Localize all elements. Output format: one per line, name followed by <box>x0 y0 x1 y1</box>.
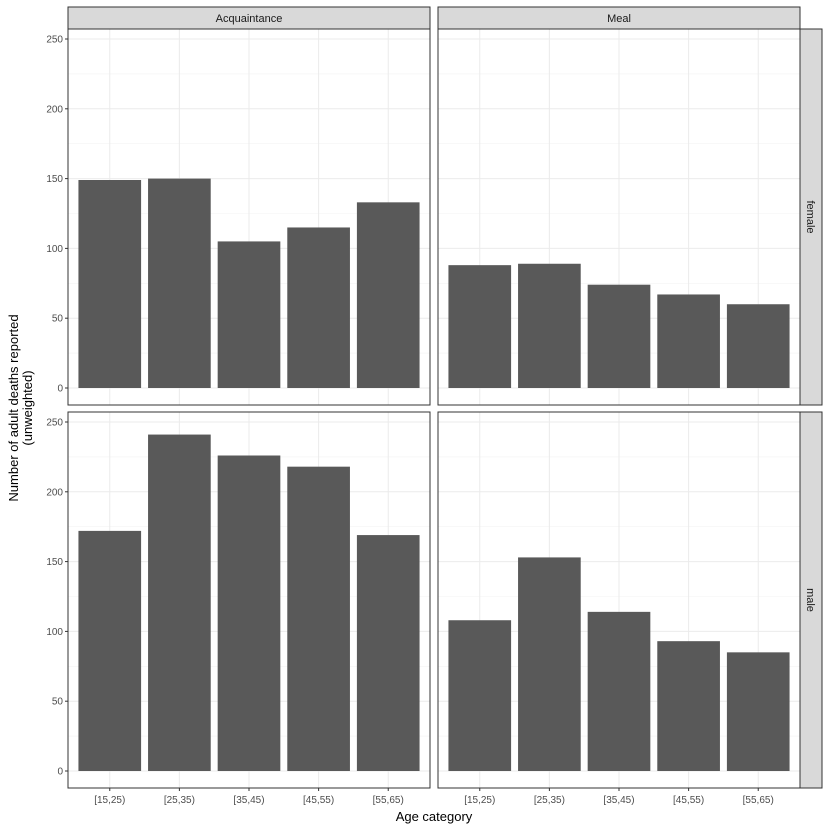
bar-acquaintance-female-15-25 <box>78 179 142 388</box>
y-tick-label: 50 <box>52 314 64 325</box>
y-tick-label: 0 <box>57 384 63 395</box>
x-tick-label: [55,65) <box>743 795 774 806</box>
panels-layer <box>67 28 801 789</box>
x-tick-label: [45,55) <box>673 795 704 806</box>
row-strip-female: female <box>799 28 823 406</box>
x-tick-label: [25,35) <box>164 795 195 806</box>
bar-meal-female-45-55 <box>657 294 720 388</box>
row-strip-male: male <box>799 411 823 789</box>
x-axis-title: Age category <box>396 809 473 824</box>
axes-layer: 0 50 100 150 200 250 0 50 100 150 200 250 [15,25) [25… <box>46 35 773 807</box>
bar-meal-female-35-45 <box>587 284 651 388</box>
strip-background <box>67 6 431 30</box>
x-tick-label: [25,35) <box>534 795 565 806</box>
bar-acquaintance-male-55-65 <box>356 535 420 771</box>
x-tick-label: [15,25) <box>94 795 125 806</box>
y-axis-title: Number of adult deaths reported (unweigh… <box>6 314 35 501</box>
strip-label: Meal <box>607 13 631 25</box>
bar-acquaintance-male-25-35 <box>148 434 211 771</box>
bar-meal-female-15-25 <box>448 265 512 388</box>
y-axis-female: 0 50 100 150 200 250 <box>46 35 68 395</box>
y-tick-label: 200 <box>46 104 63 115</box>
y-axis-title-line-2: (unweighted) <box>20 370 35 445</box>
column-strip-acquaintance: Acquaintance <box>67 6 431 30</box>
bar-meal-female-25-35 <box>518 263 581 388</box>
y-tick-label: 100 <box>46 244 63 255</box>
panel-meal-female <box>437 28 801 406</box>
y-tick-label: 150 <box>46 557 63 568</box>
panel-meal-male <box>437 411 801 789</box>
column-strip-meal: Meal <box>437 6 801 30</box>
bar-acquaintance-male-35-45 <box>217 455 281 771</box>
y-tick-label: 0 <box>57 767 63 778</box>
bar-meal-male-25-35 <box>518 557 581 771</box>
strip-background <box>799 411 823 789</box>
strip-background <box>799 28 823 406</box>
x-tick-label: [55,65) <box>373 795 404 806</box>
y-tick-label: 50 <box>52 697 64 708</box>
bar-meal-male-15-25 <box>448 620 512 771</box>
panel-acquaintance-male <box>67 411 431 789</box>
y-axis-title-line-1: Number of adult deaths reported <box>6 314 21 501</box>
bar-acquaintance-female-25-35 <box>148 178 211 388</box>
bar-meal-male-35-45 <box>587 611 651 771</box>
x-tick-label: [35,45) <box>233 795 264 806</box>
x-tick-label: [35,45) <box>603 795 634 806</box>
x-axis-acquaintance: [15,25) [25,35) [35,45) [45,55) [55,65) <box>94 788 404 806</box>
y-tick-label: 150 <box>46 174 63 185</box>
bar-acquaintance-female-35-45 <box>217 241 281 388</box>
y-tick-label: 250 <box>46 35 63 46</box>
bar-acquaintance-male-15-25 <box>78 530 142 771</box>
bar-acquaintance-female-45-55 <box>287 227 350 388</box>
y-axis-male: 0 50 100 150 200 250 <box>46 418 68 778</box>
strip-label: female <box>804 200 816 233</box>
strip-label: male <box>804 588 816 612</box>
panel-acquaintance-female <box>67 28 431 406</box>
y-tick-label: 250 <box>46 418 63 429</box>
bar-acquaintance-female-55-65 <box>356 202 420 388</box>
strips-layer: Acquaintance Meal female male <box>67 6 823 789</box>
strip-background <box>437 6 801 30</box>
x-tick-label: [45,55) <box>303 795 334 806</box>
x-tick-label: [15,25) <box>464 795 495 806</box>
bar-acquaintance-male-45-55 <box>287 466 350 771</box>
x-axis-meal: [15,25) [25,35) [35,45) [45,55) [55,65) <box>464 788 774 806</box>
y-tick-label: 100 <box>46 627 63 638</box>
bar-meal-female-55-65 <box>726 304 790 388</box>
bar-meal-male-45-55 <box>657 641 720 771</box>
strip-label: Acquaintance <box>216 13 283 25</box>
y-tick-label: 200 <box>46 487 63 498</box>
bar-meal-male-55-65 <box>726 652 790 771</box>
